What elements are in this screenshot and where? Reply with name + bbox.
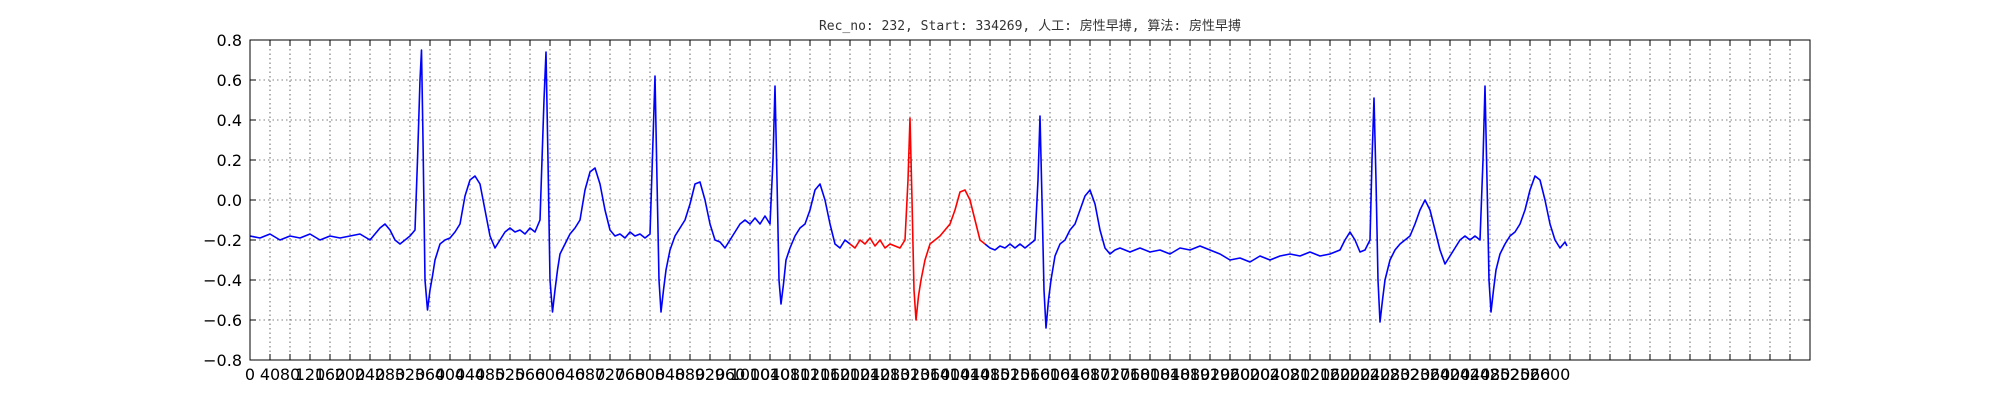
series-ecg xyxy=(249,49,851,313)
x-tick-label: 440 xyxy=(455,365,486,384)
x-tick-label: 920 xyxy=(695,365,726,384)
x-tick-label: 1200 xyxy=(830,365,871,384)
x-tick-label: 1480 xyxy=(970,365,1011,384)
x-tick-label: 240 xyxy=(355,365,386,384)
x-tick-label: 840 xyxy=(655,365,686,384)
x-tick-label: 360 xyxy=(415,365,446,384)
series-layer xyxy=(249,49,1568,329)
y-axis: −0.8 −0.6 −0.4 −0.2 0.0 0.2 0.4 0.6 0.8 xyxy=(203,31,1810,370)
x-tick-label: 520 xyxy=(495,365,526,384)
x-tick-label: 680 xyxy=(575,365,606,384)
x-tick-label: 1720 xyxy=(1090,365,1131,384)
x-tick-label: 1680 xyxy=(1070,365,1111,384)
x-tick-label: 0 xyxy=(245,365,255,384)
x-tick-label: 2000 xyxy=(1230,365,1271,384)
x-tick-label: 2480 xyxy=(1470,365,1511,384)
x-tick-label: 1840 xyxy=(1150,365,1191,384)
x-tick-label: 2040 xyxy=(1250,365,1291,384)
x-tick-label: 960 xyxy=(715,365,746,384)
x-tick-label: 1400 xyxy=(930,365,971,384)
y-tick-label: −0.8 xyxy=(203,351,242,370)
x-tick-label: 280 xyxy=(375,365,406,384)
x-tick-label: 1120 xyxy=(790,365,831,384)
x-tick-label: 1880 xyxy=(1170,365,1211,384)
x-tick-label: 1360 xyxy=(910,365,951,384)
x-tick-label: 1160 xyxy=(810,365,851,384)
y-tick-label: 0.0 xyxy=(217,191,242,210)
x-tick-label: 200 xyxy=(335,365,366,384)
x-tick-label: 2560 xyxy=(1510,365,1551,384)
x-axis: 0 40 8012016020024028032036040044048052056… xyxy=(245,40,1811,384)
x-tick-label: 560 xyxy=(515,365,546,384)
x-tick-label: 2320 xyxy=(1390,365,1431,384)
y-tick-label: 0.2 xyxy=(217,151,242,170)
y-tick-label: −0.2 xyxy=(203,231,242,250)
x-tick-label: 1760 xyxy=(1110,365,1151,384)
y-tick-label: −0.4 xyxy=(203,271,242,290)
x-tick-label: 2400 xyxy=(1430,365,1471,384)
y-tick-label: 0.6 xyxy=(217,71,242,90)
x-tick-label: 1600 xyxy=(1030,365,1071,384)
x-tick-label: 2240 xyxy=(1350,365,1391,384)
x-tick-label: 1440 xyxy=(950,365,991,384)
x-tick-label: 1040 xyxy=(750,365,791,384)
x-tick-label: 720 xyxy=(595,365,626,384)
x-tick-label: 160 xyxy=(315,365,346,384)
x-tick-label: 480 xyxy=(475,365,506,384)
x-tick-label: 1080 xyxy=(770,365,811,384)
x-tick-label: 2520 xyxy=(1490,365,1531,384)
x-tick-label: 800 xyxy=(635,365,666,384)
x-tick-label: 600 xyxy=(535,365,566,384)
y-tick-label: −0.6 xyxy=(203,311,242,330)
x-tick-label: 1280 xyxy=(870,365,911,384)
x-tick-label: 2440 xyxy=(1450,365,1491,384)
series-ecg-continued xyxy=(984,85,1568,329)
x-tick-label: 760 xyxy=(615,365,646,384)
x-tick-label: 400 xyxy=(435,365,466,384)
x-tick-label: 1320 xyxy=(890,365,931,384)
x-tick-label: 1520 xyxy=(990,365,1031,384)
x-tick-label: 2080 xyxy=(1270,365,1311,384)
y-tick-label: 0.8 xyxy=(217,31,242,50)
series-highlighted-beat xyxy=(849,117,986,321)
chart-title: Rec_no: 232, Start: 334269, 人工: 房性早搏, 算法… xyxy=(819,18,1241,34)
grid xyxy=(249,39,1811,361)
x-tick-label: 2280 xyxy=(1370,365,1411,384)
x-tick-label: 1000 xyxy=(730,365,771,384)
x-tick-label: 40 xyxy=(260,365,280,384)
x-tick-label: 1800 xyxy=(1130,365,1171,384)
x-tick-label: 1240 xyxy=(850,365,891,384)
x-tick-label: 80 xyxy=(280,365,300,384)
x-tick-label: 1560 xyxy=(1010,365,1051,384)
x-tick-label: 1920 xyxy=(1190,365,1231,384)
x-tick-label: 2360 xyxy=(1410,365,1451,384)
x-tick-label: 320 xyxy=(395,365,426,384)
x-tick-label: 880 xyxy=(675,365,706,384)
x-tick-label: 2160 xyxy=(1310,365,1351,384)
y-tick-label: 0.4 xyxy=(217,111,242,130)
x-tick-label: 2200 xyxy=(1330,365,1371,384)
x-tick-label: 640 xyxy=(555,365,586,384)
x-tick-label: 120 xyxy=(295,365,326,384)
x-tick-label: 1640 xyxy=(1050,365,1091,384)
x-tick-label: 2120 xyxy=(1290,365,1331,384)
x-tick-label: 2600 xyxy=(1530,365,1571,384)
x-tick-label: 1960 xyxy=(1210,365,1251,384)
